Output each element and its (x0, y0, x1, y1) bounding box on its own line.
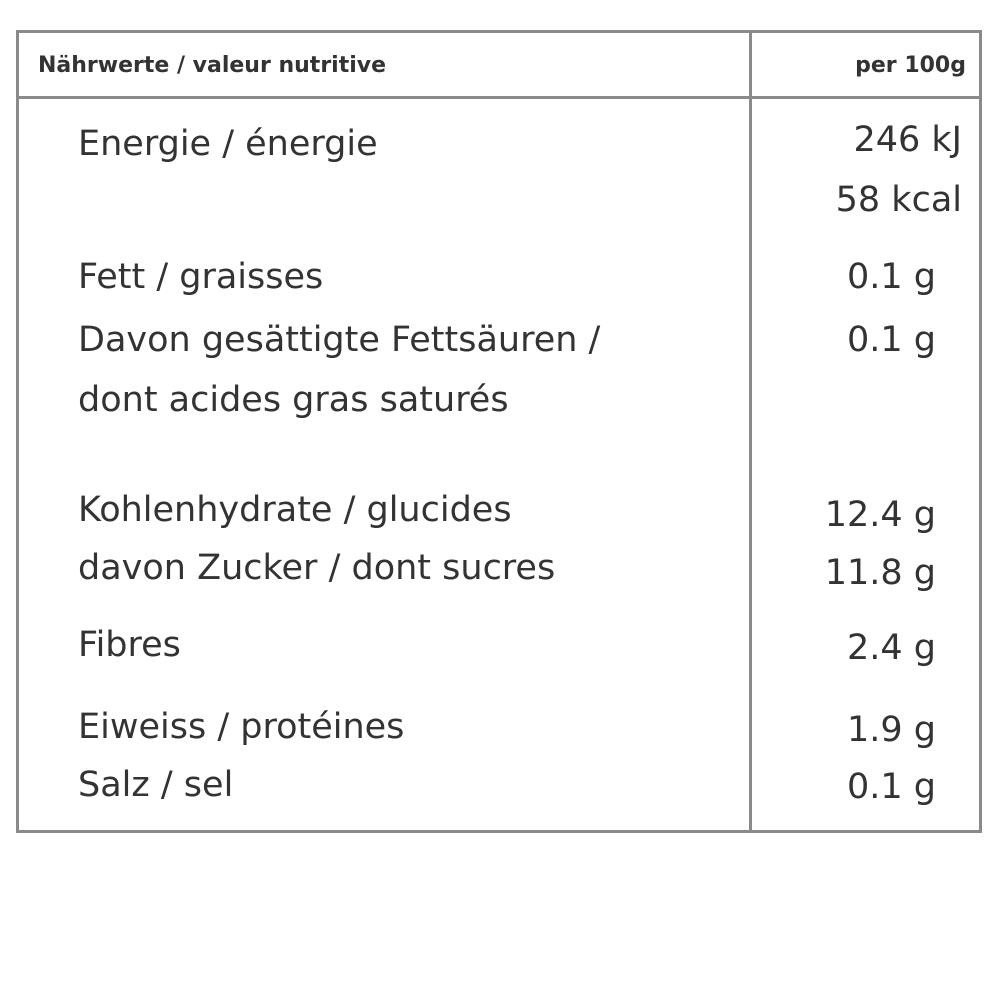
row-value: 58 kcal (835, 180, 962, 220)
column-divider (749, 30, 752, 833)
row-value: 1.9 g (846, 710, 936, 750)
header-divider (16, 96, 982, 99)
row-label: Fett / graisses (78, 257, 324, 297)
row-value: 0.1 g (846, 767, 936, 807)
row-label: davon Zucker / dont sucres (78, 548, 556, 588)
row-label: Salz / sel (78, 765, 234, 805)
row-label: Energie / énergie (78, 124, 378, 164)
row-value: 246 kJ (853, 120, 962, 160)
row-value: 11.8 g (824, 553, 936, 593)
row-value: 2.4 g (846, 628, 936, 668)
header-label: Nährwerte / valeur nutritive (38, 53, 387, 78)
table-border (16, 30, 982, 833)
row-value: 12.4 g (824, 495, 936, 535)
row-label: dont acides gras saturés (78, 380, 509, 420)
row-value: 0.1 g (846, 257, 936, 297)
row-label: Eiweiss / protéines (78, 707, 405, 747)
row-label: Fibres (78, 625, 181, 665)
row-value: 0.1 g (846, 320, 936, 360)
header-unit: per 100g (855, 53, 966, 78)
row-label: Davon gesättigte Fettsäuren / (78, 320, 601, 360)
row-label: Kohlenhydrate / glucides (78, 490, 512, 530)
